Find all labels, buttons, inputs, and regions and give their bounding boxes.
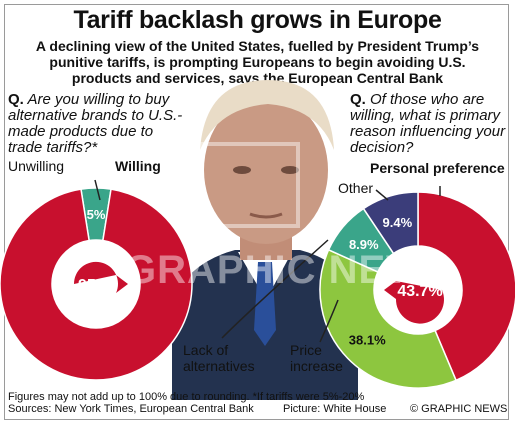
data-label-lack-of-alternatives: 8.9% [349, 237, 379, 252]
callout-unwilling [73, 261, 128, 293]
portrait-photo [172, 80, 358, 400]
slice-price-increase [319, 248, 458, 389]
picture-credit: Picture: White House [283, 403, 387, 415]
donut-chart-reasons: 43.7% 38.1% 8.9% 9.4% [319, 191, 515, 389]
label-connectors [94, 179, 441, 343]
footer-sources: Sources: New York Times, European Centra… [8, 403, 254, 415]
data-label-other: 9.4% [383, 215, 413, 230]
data-label-price-increase: 38.1% [349, 333, 386, 348]
question-right-marker: Q. [350, 91, 366, 108]
copyright: © GRAPHIC NEWS [410, 403, 508, 415]
label-unwilling: Unwilling [8, 158, 65, 174]
graphic-frame [4, 4, 509, 420]
question-left-text: Are you willing to buy alternative brand… [8, 91, 183, 156]
label-personal-preference: Personal preference [370, 160, 505, 176]
data-label-willing: 5% [87, 207, 106, 222]
question-left-marker: Q. [8, 91, 24, 108]
footer-note: Figures may not add up to 100% due to ro… [8, 391, 365, 403]
callout-personal-preference [384, 281, 444, 324]
question-right-text: Of those who are willing, what is primar… [350, 91, 506, 156]
watermark-text: GRAPHIC NEWS [125, 248, 453, 292]
question-left: Q. Are you willing to buy alternative br… [8, 92, 188, 156]
watermark-logo [200, 142, 300, 228]
label-lack-of-alternatives: Lack of alternatives [183, 342, 255, 374]
data-label-personal-preference: 43.7% [397, 283, 442, 300]
slice-unwilling [0, 188, 193, 381]
page-subtitle: A declining view of the United States, f… [35, 38, 480, 86]
slice-personal-preference [417, 191, 515, 382]
label-price-increase: Price increase [290, 342, 343, 374]
page-title: Tariff backlash grows in Europe [73, 6, 442, 34]
donut-chart-willingness: 5% 95% [0, 187, 193, 381]
label-willing: Willing [115, 158, 161, 174]
data-label-unwilling: 95% [78, 277, 110, 294]
question-right: Q. Of those who are willing, what is pri… [350, 92, 510, 156]
label-other: Other [338, 180, 374, 196]
slice-other [362, 191, 419, 255]
